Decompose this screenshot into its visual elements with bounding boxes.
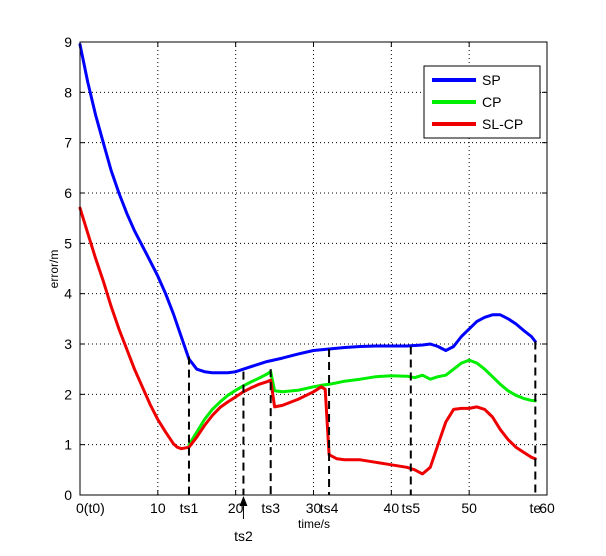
- series-lines: [78, 43, 537, 476]
- x-tick-label: 40: [384, 500, 400, 516]
- marker-label-ts2: ts2: [234, 528, 253, 544]
- y-tick-label: 7: [64, 135, 72, 151]
- series-line-sl-cp: [78, 206, 537, 476]
- legend: SP CP SL-CP: [423, 65, 541, 139]
- y-tick-label: 3: [64, 336, 72, 352]
- marker-arrowhead-ts2: [239, 496, 248, 506]
- y-tick-label: 6: [64, 185, 72, 201]
- y-tick-label: 0: [64, 487, 72, 503]
- marker-label-ts1: ts1: [180, 500, 199, 516]
- y-tick-label: 9: [64, 34, 72, 50]
- y-tick-label: 2: [64, 386, 72, 402]
- x-tick-label: 60: [539, 500, 555, 516]
- x-tick-label: 30: [306, 500, 322, 516]
- y-tick-label: 5: [64, 235, 72, 251]
- series-line-cp: [187, 358, 537, 447]
- legend-label-sl-cp: SL-CP: [482, 116, 523, 132]
- x-tick-label: 20: [228, 500, 244, 516]
- event-markers: ts1 ts2 ts3 ts4 ts5 te: [180, 341, 541, 544]
- y-axis-label: error/m: [47, 250, 61, 289]
- axis-ticks: 0 1 2 3 4 5 6 7 8 9 0(t0) 10 20 30 40 50 60: [64, 34, 555, 516]
- marker-label-ts3: ts3: [261, 500, 280, 516]
- series-line-sp: [78, 43, 537, 375]
- y-tick-label: 4: [64, 286, 72, 302]
- x-tick-label: 10: [150, 500, 166, 516]
- x-axis-label: time/s: [298, 517, 330, 531]
- legend-label-cp: CP: [482, 94, 501, 110]
- marker-label-te: te: [529, 500, 541, 516]
- marker-label-ts5: ts5: [401, 500, 420, 516]
- marker-label-ts4: ts4: [320, 500, 339, 516]
- legend-label-sp: SP: [482, 72, 501, 88]
- x-tick-label: 50: [461, 500, 477, 516]
- y-tick-label: 8: [64, 84, 72, 100]
- x-tick-label: 0(t0): [76, 500, 105, 516]
- y-tick-label: 1: [64, 437, 72, 453]
